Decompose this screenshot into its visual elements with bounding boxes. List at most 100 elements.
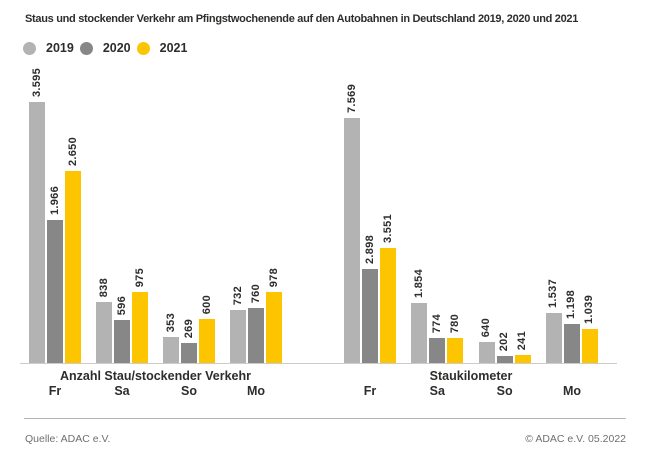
bar-column: 596 xyxy=(114,296,130,363)
bar-2019-fr xyxy=(344,118,360,363)
bar-column: 2.898 xyxy=(362,235,378,363)
bar-group-sa: 1.854 774 780 xyxy=(411,268,464,363)
bar-value-label: 780 xyxy=(448,313,461,333)
bar-group-fr: 7.569 2.898 3.551 xyxy=(344,84,396,363)
day-label-sa: Sa xyxy=(429,384,445,398)
bar-value-label: 600 xyxy=(200,294,213,314)
bar-value-label: 353 xyxy=(164,312,177,332)
footer-divider xyxy=(24,418,626,419)
bar-value-label: 1.198 xyxy=(565,289,578,319)
axis-title-anzahl: Anzahl Stau/stockender Verkehr xyxy=(59,369,252,383)
bar-value-label: 241 xyxy=(516,330,529,350)
bar-group-so: 353 269 600 xyxy=(163,295,215,363)
bar-value-label: 774 xyxy=(430,313,443,333)
bar-value-label: 3.595 xyxy=(30,67,43,97)
legend-item-2021: 2021 xyxy=(136,41,187,55)
bar-2020-so xyxy=(181,343,197,363)
day-label-fr: Fr xyxy=(363,384,377,398)
bar-value-label: 1.854 xyxy=(412,268,425,298)
bar-2020-mo xyxy=(563,324,580,363)
legend-item-2019: 2019 xyxy=(23,41,74,55)
bar-value-label: 640 xyxy=(480,317,493,337)
chart-staukilometer: 7.569 2.898 3.551 1.854 774 780 640 202 241 1.537… xyxy=(344,62,598,398)
bar-column: 732 xyxy=(230,286,246,363)
bar-column: 640 xyxy=(478,317,495,363)
bar-2019-mo xyxy=(230,310,246,363)
bar-value-label: 978 xyxy=(267,267,280,287)
bar-value-label: 7.569 xyxy=(345,83,358,113)
bar-value-label: 269 xyxy=(182,318,195,338)
bar-column: 1.039 xyxy=(581,295,598,363)
bar-column: 2.650 xyxy=(65,137,81,363)
bar-2021-mo xyxy=(581,329,598,363)
bar-2021-sa xyxy=(132,292,148,363)
day-label-mo: Mo xyxy=(562,384,582,398)
day-label-sa: Sa xyxy=(114,384,130,398)
bar-column: 1.854 xyxy=(411,268,428,363)
bar-column: 3.595 xyxy=(29,68,45,363)
bar-2020-fr xyxy=(47,220,63,363)
bar-column: 1.198 xyxy=(563,289,580,363)
bar-value-label: 3.551 xyxy=(381,213,394,243)
bar-2020-so xyxy=(496,356,513,363)
day-label-mo: Mo xyxy=(246,384,266,398)
bar-value-label: 760 xyxy=(249,283,262,303)
bar-column: 7.569 xyxy=(344,84,360,363)
source-text: Quelle: ADAC e.V. xyxy=(25,433,111,445)
bar-column: 269 xyxy=(181,319,197,363)
legend-label: 2019 xyxy=(46,41,74,55)
bar-value-label: 732 xyxy=(231,285,244,305)
legend-swatch-2019-icon xyxy=(23,41,36,55)
copyright-text: © ADAC e.V. 05.2022 xyxy=(525,433,626,445)
day-label-row: Fr Sa So Mo xyxy=(29,384,282,398)
bar-column: 838 xyxy=(96,278,112,363)
bar-2021-fr xyxy=(380,248,396,363)
bar-value-label: 2.650 xyxy=(66,136,79,166)
bar-column: 975 xyxy=(132,268,148,363)
bar-2019-mo xyxy=(545,313,562,363)
bar-2021-so xyxy=(199,319,215,363)
bar-column: 1.537 xyxy=(545,279,562,363)
chart-anzahl-stau: 3.595 1.966 2.650 838 596 975 353 269 600 732 760 9… xyxy=(29,62,282,398)
plot-area: 3.595 1.966 2.650 838 596 975 353 269 600 732 760 9… xyxy=(29,62,282,363)
day-label-row: Fr Sa So Mo xyxy=(344,384,598,398)
bar-2019-so xyxy=(163,337,179,363)
bar-value-label: 1.966 xyxy=(48,185,61,215)
bar-2020-sa xyxy=(429,338,446,363)
bar-column: 241 xyxy=(514,330,531,363)
bar-column: 774 xyxy=(429,313,446,363)
bar-2020-mo xyxy=(248,308,264,363)
bar-column: 780 xyxy=(447,313,464,363)
bar-2021-so xyxy=(514,355,531,363)
bar-2020-fr xyxy=(362,269,378,363)
bar-value-label: 596 xyxy=(115,295,128,315)
legend: 2019 2020 2021 xyxy=(23,41,187,55)
bar-column: 760 xyxy=(248,284,264,363)
day-label-fr: Fr xyxy=(48,384,62,398)
bar-column: 3.551 xyxy=(380,214,396,363)
legend-swatch-2020-icon xyxy=(79,41,93,55)
bar-value-label: 975 xyxy=(133,267,146,287)
bar-2021-sa xyxy=(447,338,464,363)
bar-2020-sa xyxy=(114,320,130,363)
legend-swatch-2021-icon xyxy=(136,41,150,55)
axis-title-staukilometer: Staukilometer xyxy=(429,369,513,383)
plot-area: 7.569 2.898 3.551 1.854 774 780 640 202 241 1.537… xyxy=(344,62,598,363)
bar-column: 978 xyxy=(266,268,282,363)
bar-group-sa: 838 596 975 xyxy=(96,268,148,363)
bar-2019-fr xyxy=(29,102,45,363)
bar-column: 600 xyxy=(199,295,215,363)
bar-group-so: 640 202 241 xyxy=(478,317,531,363)
day-label-so: So xyxy=(496,384,513,398)
bar-column: 1.966 xyxy=(47,186,63,363)
chart-title: Staus und stockender Verkehr am Pfingstw… xyxy=(25,13,579,25)
bar-column: 202 xyxy=(496,332,513,363)
bar-group-mo: 1.537 1.198 1.039 xyxy=(545,279,598,363)
bar-group-mo: 732 760 978 xyxy=(230,268,282,363)
x-axis-line xyxy=(20,363,617,364)
bar-2021-fr xyxy=(65,171,81,363)
bar-2019-sa xyxy=(96,302,112,363)
legend-label: 2020 xyxy=(102,41,131,55)
bar-2019-sa xyxy=(411,303,428,363)
